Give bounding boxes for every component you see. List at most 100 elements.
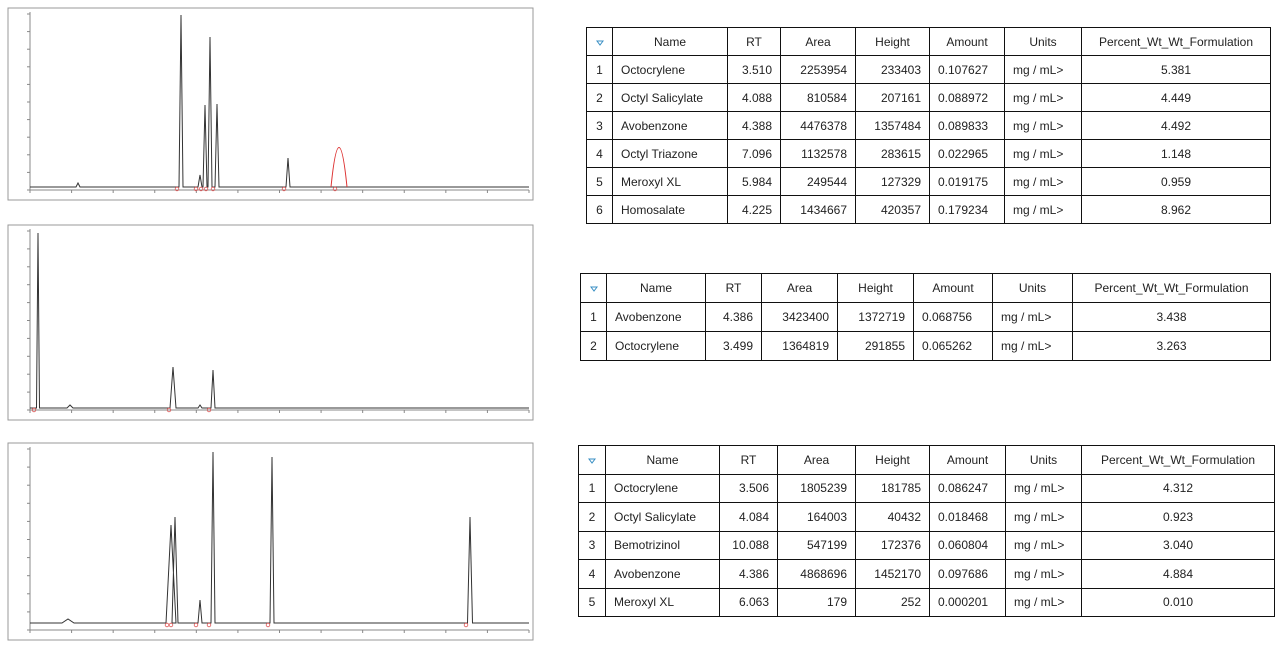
- data-cell: 4.386: [705, 302, 762, 332]
- header-cell: Percent_Wt_Wt_Formulation: [1072, 273, 1271, 303]
- header-cell: Amount: [929, 445, 1006, 475]
- data-cell: 1452170: [855, 559, 930, 589]
- results-table: Name RT Area Height Amount Units Percent_Wt_Wt…: [580, 273, 1271, 361]
- data-cell: mg / mL>: [1005, 530, 1082, 560]
- peak-marker: [198, 186, 204, 192]
- data-cell: 1132578: [780, 139, 856, 168]
- header-cell: Area: [777, 445, 856, 475]
- data-row: 1 Avobenzone 4.386 3423400 1372719 0.068756 mg…: [580, 302, 1271, 332]
- data-cell: 1434667: [780, 195, 856, 224]
- data-cell: 4.449: [1081, 83, 1271, 112]
- data-cell: 252: [855, 587, 930, 617]
- data-cell: 2: [580, 331, 607, 361]
- data-row: 5 Meroxyl XL 5.984 249544 127329 0.019175 mg /…: [586, 167, 1271, 196]
- header-cell: Name: [606, 273, 706, 303]
- peak-marker: [193, 186, 199, 192]
- data-cell: Homosalate: [612, 195, 728, 224]
- data-cell: 291855: [837, 331, 914, 361]
- header-cell: RT: [727, 27, 781, 56]
- data-cell: 0.097686: [929, 559, 1006, 589]
- data-cell: mg / mL>: [1004, 139, 1082, 168]
- sort-icon-cell: [586, 27, 613, 56]
- data-cell: 4.084: [719, 502, 778, 532]
- header-row: Name RT Area Height Amount Units Percent_Wt_Wt…: [580, 273, 1271, 303]
- data-cell: 4: [578, 559, 606, 589]
- data-cell: 1805239: [777, 473, 856, 503]
- data-cell: 1357484: [855, 111, 930, 140]
- peak-marker: [463, 622, 469, 628]
- header-cell: RT: [705, 273, 762, 303]
- data-cell: 1372719: [837, 302, 914, 332]
- data-cell: 1.148: [1081, 139, 1271, 168]
- data-cell: 5: [578, 587, 606, 617]
- data-cell: 3.263: [1072, 331, 1271, 361]
- data-cell: 4868696: [777, 559, 856, 589]
- header-cell: Percent_Wt_Wt_Formulation: [1081, 445, 1275, 475]
- header-cell: Amount: [929, 27, 1005, 56]
- peak-marker: [166, 407, 172, 413]
- data-row: 1 Octocrylene 3.510 2253954 233403 0.107627 mg…: [586, 55, 1271, 84]
- data-cell: Octocrylene: [606, 331, 706, 361]
- results-table: Name RT Area Height Amount Units Percent_Wt_Wt…: [578, 445, 1275, 617]
- data-cell: 0.923: [1081, 502, 1275, 532]
- data-cell: mg / mL>: [1005, 473, 1082, 503]
- sort-icon-cell: [578, 445, 606, 475]
- data-cell: 3.040: [1081, 530, 1275, 560]
- data-cell: 1364819: [761, 331, 838, 361]
- data-row: 2 Octyl Salicylate 4.084 164003 40432 0.01846…: [578, 502, 1275, 532]
- data-cell: 0.065262: [913, 331, 993, 361]
- data-cell: 4.312: [1081, 473, 1275, 503]
- data-cell: 5.381: [1081, 55, 1271, 84]
- data-cell: 3.510: [727, 55, 781, 84]
- data-cell: Meroxyl XL: [612, 167, 728, 196]
- data-cell: mg / mL>: [1004, 111, 1082, 140]
- data-cell: mg / mL>: [1004, 55, 1082, 84]
- data-cell: 0.068756: [913, 302, 993, 332]
- data-cell: 249544: [780, 167, 856, 196]
- peak-marker: [203, 186, 209, 192]
- peak-marker: [193, 622, 199, 628]
- peak-marker: [174, 186, 180, 192]
- peak-marker: [206, 622, 212, 628]
- data-cell: mg / mL>: [1005, 502, 1082, 532]
- data-cell: 8.962: [1081, 195, 1271, 224]
- data-cell: Avobenzone: [612, 111, 728, 140]
- data-cell: Octyl Triazone: [612, 139, 728, 168]
- data-cell: 2: [578, 502, 606, 532]
- peak-marker: [332, 186, 338, 192]
- data-cell: 6.063: [719, 587, 778, 617]
- data-cell: 3: [586, 111, 613, 140]
- data-cell: 2253954: [780, 55, 856, 84]
- data-cell: Avobenzone: [605, 559, 720, 589]
- data-cell: 1: [586, 55, 613, 84]
- header-cell: Height: [837, 273, 914, 303]
- data-cell: 810584: [780, 83, 856, 112]
- data-cell: mg / mL>: [992, 331, 1073, 361]
- data-cell: 3: [578, 530, 606, 560]
- chromatograms: [7, 7, 534, 641]
- data-cell: Bemotrizinol: [605, 530, 720, 560]
- data-cell: 420357: [855, 195, 930, 224]
- data-cell: 3.499: [705, 331, 762, 361]
- data-row: 2 Octocrylene 3.499 1364819 291855 0.065262 mg…: [580, 331, 1271, 361]
- chromatogram-trace: [30, 451, 529, 624]
- data-cell: 0.179234: [929, 195, 1005, 224]
- data-cell: 5.984: [727, 167, 781, 196]
- data-cell: Avobenzone: [606, 302, 706, 332]
- data-cell: 2: [586, 83, 613, 112]
- header-cell: RT: [719, 445, 778, 475]
- data-cell: 0.010: [1081, 587, 1275, 617]
- data-cell: mg / mL>: [1004, 83, 1082, 112]
- sort-icon: [589, 286, 598, 292]
- header-cell: Name: [605, 445, 720, 475]
- peak-marker: [168, 622, 174, 628]
- sort-icon-cell: [580, 273, 607, 303]
- data-cell: mg / mL>: [1005, 587, 1082, 617]
- peak-marker: [31, 407, 37, 413]
- data-row: 4 Octyl Triazone 7.096 1132578 283615 0.02296…: [586, 139, 1271, 168]
- data-cell: Octyl Salicylate: [605, 502, 720, 532]
- header-row: Name RT Area Height Amount Units Percent_Wt_Wt…: [578, 445, 1275, 475]
- data-cell: mg / mL>: [992, 302, 1073, 332]
- chromatogram-trace: [30, 232, 529, 409]
- data-cell: 3423400: [761, 302, 838, 332]
